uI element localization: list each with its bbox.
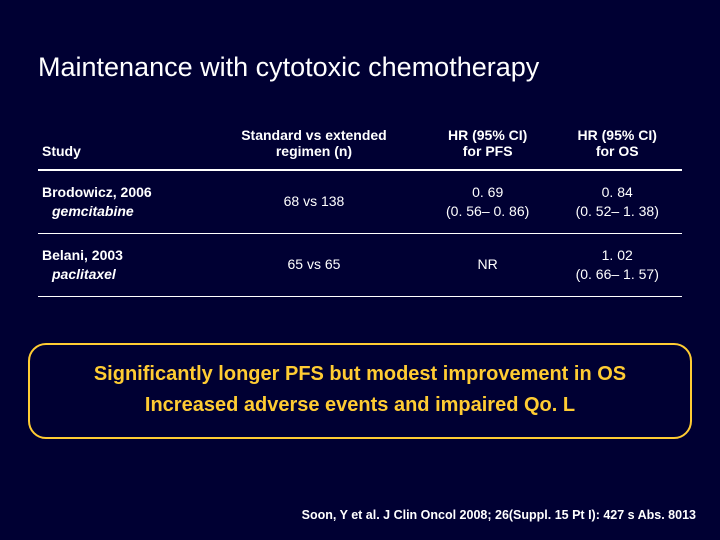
slide-title: Maintenance with cytotoxic chemotherapy	[0, 0, 720, 83]
col-header-pfs: HR (95% CI)for PFS	[423, 121, 553, 170]
table-row: Brodowicz, 2006 gemcitabine 68 vs 138 0.…	[38, 170, 682, 233]
col-header-study: Study	[38, 121, 205, 170]
study-table: Study Standard vs extendedregimen (n) HR…	[38, 121, 682, 297]
summary-callout: Significantly longer PFS but modest impr…	[28, 343, 692, 439]
cell-os: 1. 02(0. 66– 1. 57)	[552, 233, 682, 296]
cell-study: Brodowicz, 2006 gemcitabine	[38, 170, 205, 233]
data-table-container: Study Standard vs extendedregimen (n) HR…	[38, 121, 682, 297]
cell-regimen: 65 vs 65	[205, 233, 423, 296]
callout-line-2: Increased adverse events and impaired Qo…	[40, 390, 680, 421]
col-header-os: HR (95% CI)for OS	[552, 121, 682, 170]
cell-os: 0. 84(0. 52– 1. 38)	[552, 170, 682, 233]
study-drug: paclitaxel	[52, 265, 201, 284]
cell-pfs: NR	[423, 233, 553, 296]
callout-line-1: Significantly longer PFS but modest impr…	[40, 359, 680, 390]
citation-text: Soon, Y et al. J Clin Oncol 2008; 26(Sup…	[302, 508, 696, 522]
table-header-row: Study Standard vs extendedregimen (n) HR…	[38, 121, 682, 170]
col-header-regimen: Standard vs extendedregimen (n)	[205, 121, 423, 170]
study-name: Belani, 2003	[42, 247, 123, 263]
cell-regimen: 68 vs 138	[205, 170, 423, 233]
cell-study: Belani, 2003 paclitaxel	[38, 233, 205, 296]
study-drug: gemcitabine	[52, 202, 201, 221]
study-name: Brodowicz, 2006	[42, 184, 152, 200]
cell-pfs: 0. 69(0. 56– 0. 86)	[423, 170, 553, 233]
table-row: Belani, 2003 paclitaxel 65 vs 65 NR 1. 0…	[38, 233, 682, 296]
